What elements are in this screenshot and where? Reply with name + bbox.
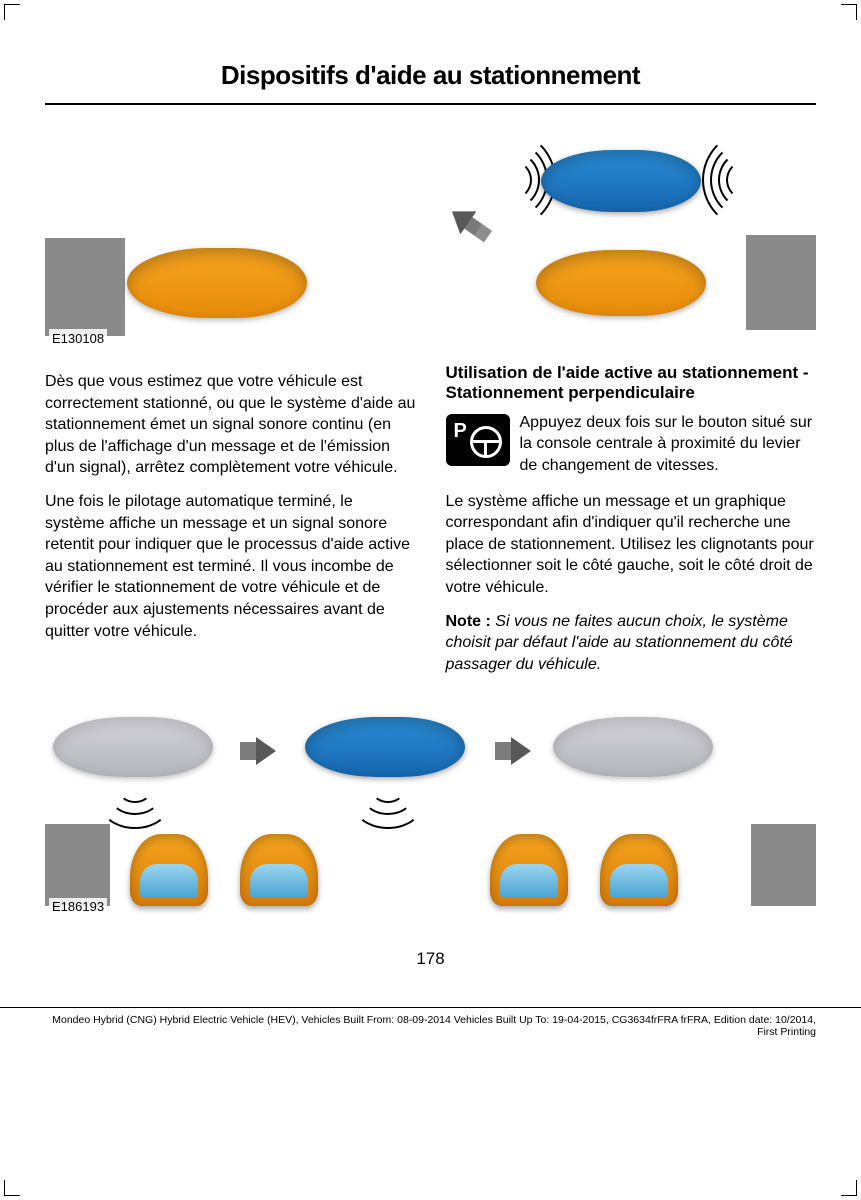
- page-number: 178: [45, 949, 816, 969]
- crop-mark: [841, 4, 857, 20]
- note-body: Si vous ne faites aucun choix, le systèm…: [446, 613, 793, 673]
- car-blue-icon: [305, 717, 465, 777]
- car-orange-icon: [536, 250, 706, 316]
- car-gray-icon: [553, 717, 713, 777]
- figure-label: E130108: [49, 329, 107, 349]
- figure-label: E186193: [49, 898, 107, 915]
- gray-block: [45, 238, 125, 336]
- gray-block: [751, 824, 816, 906]
- crop-mark: [4, 4, 20, 20]
- parking-assist-icon: P: [446, 414, 510, 466]
- car-orange-front-icon: [240, 834, 318, 906]
- figure-2: E186193: [45, 709, 816, 919]
- figure-top-right: [446, 135, 817, 345]
- car-orange-front-icon: [600, 834, 678, 906]
- page-title: Dispositifs d'aide au stationnement: [45, 60, 816, 91]
- car-orange-front-icon: [130, 834, 208, 906]
- crop-mark: [841, 1180, 857, 1196]
- note-label: Note :: [446, 613, 491, 630]
- arrow-right-icon: [240, 737, 276, 765]
- left-column: E130108 Dès que vous estimez que votre v…: [45, 135, 416, 687]
- arrow-right-icon: [495, 737, 531, 765]
- sensor-arc-icon: [492, 160, 532, 200]
- page-content: Dispositifs d'aide au stationnement E130…: [0, 0, 861, 969]
- gray-block: [45, 824, 110, 906]
- figure-1: E130108: [45, 143, 416, 353]
- crop-mark: [4, 1180, 20, 1196]
- title-rule: [45, 103, 816, 105]
- sensor-arc-icon: [726, 160, 766, 200]
- body-paragraph: Une fois le pilotage automatique terminé…: [45, 491, 416, 642]
- car-orange-icon: [127, 248, 307, 318]
- car-gray-icon: [53, 717, 213, 777]
- footer-text: Mondeo Hybrid (CNG) Hybrid Electric Vehi…: [0, 1014, 861, 1048]
- gray-block: [746, 235, 816, 330]
- subheading: Utilisation de l'aide active au stationn…: [446, 363, 817, 404]
- steering-wheel-icon: [470, 426, 502, 458]
- body-paragraph: Le système affiche un message et un grap…: [446, 491, 817, 599]
- right-column: Utilisation de l'aide active au stationn…: [446, 135, 817, 687]
- icon-letter-p: P: [454, 418, 467, 445]
- body-paragraph: Dès que vous estimez que votre véhicule …: [45, 371, 416, 479]
- note-paragraph: Note : Si vous ne faites aucun choix, le…: [446, 611, 817, 676]
- car-orange-front-icon: [490, 834, 568, 906]
- car-blue-icon: [541, 150, 701, 212]
- footer-rule: [0, 1007, 861, 1008]
- two-column-layout: E130108 Dès que vous estimez que votre v…: [45, 135, 816, 687]
- icon-with-text: P Appuyez deux fois sur le bouton situé …: [446, 412, 817, 477]
